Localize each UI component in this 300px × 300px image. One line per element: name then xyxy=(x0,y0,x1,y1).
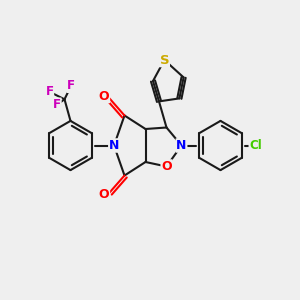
Text: F: F xyxy=(67,79,75,92)
Text: O: O xyxy=(99,188,110,202)
Text: O: O xyxy=(99,89,110,103)
Text: F: F xyxy=(53,98,61,111)
Text: S: S xyxy=(160,53,169,67)
Text: Cl: Cl xyxy=(249,139,262,152)
Text: N: N xyxy=(109,139,119,152)
Text: F: F xyxy=(46,85,53,98)
Text: N: N xyxy=(176,139,187,152)
Text: O: O xyxy=(161,160,172,173)
